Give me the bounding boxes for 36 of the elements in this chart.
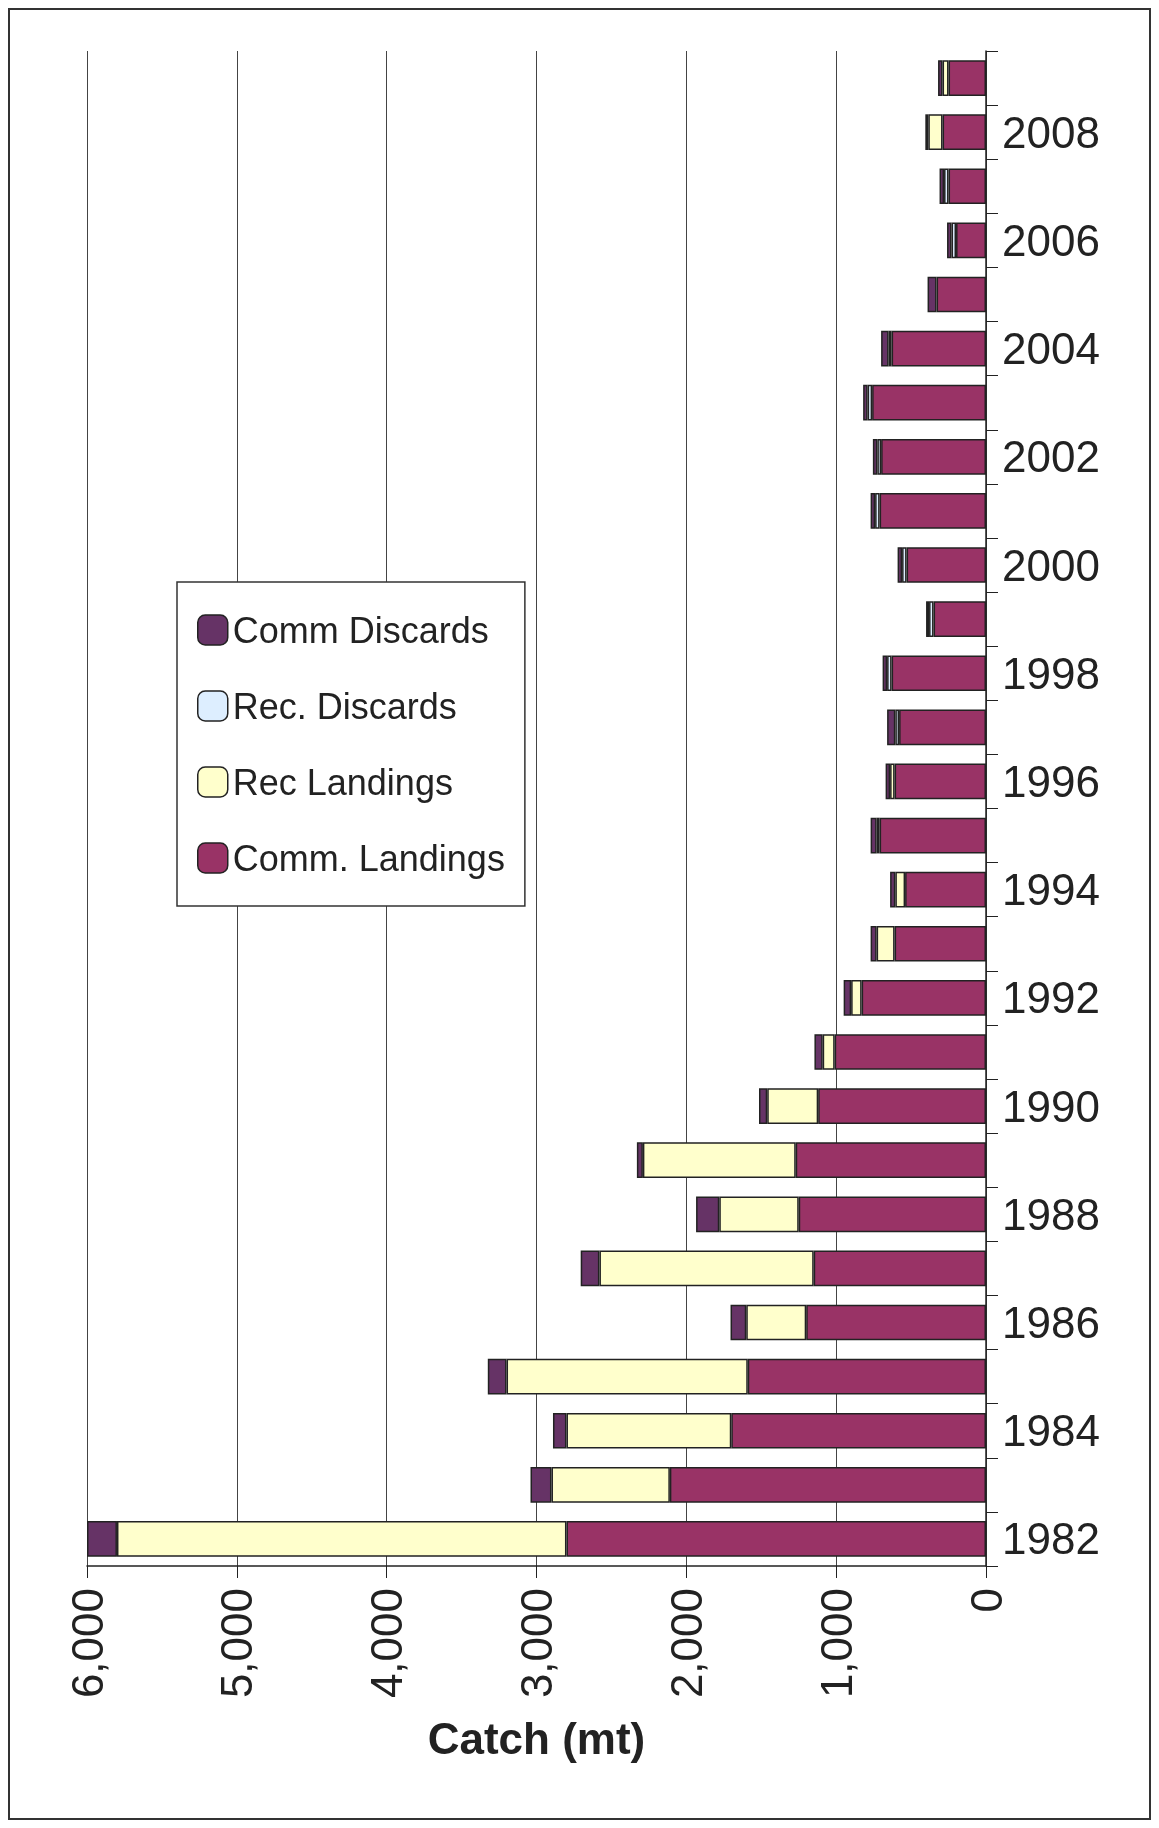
bar <box>939 168 945 205</box>
bar <box>870 493 876 529</box>
bar <box>872 438 878 475</box>
y-tick-label: 1998 <box>1002 648 1100 698</box>
y-tick-label: 1994 <box>1002 865 1100 915</box>
y-tick-label: 2008 <box>1002 107 1100 157</box>
bar <box>870 817 877 854</box>
legend-label: Rec Landings <box>232 761 453 803</box>
y-tick-label: 1988 <box>1002 1189 1100 1239</box>
legend-label: Rec. Discards <box>232 685 457 727</box>
y-tick-label: 2006 <box>1002 215 1100 265</box>
y-tick-label: 1996 <box>1002 756 1100 806</box>
y-tick-label: 2000 <box>1002 540 1100 590</box>
y-tick-label: 1992 <box>1002 973 1100 1023</box>
x-tick-label: 1,000 <box>811 1588 861 1699</box>
x-tick-label: 0 <box>961 1588 1011 1613</box>
y-tick-label: 1990 <box>1002 1081 1100 1131</box>
x-tick-label: 2,000 <box>661 1588 711 1699</box>
bar <box>881 330 889 367</box>
x-tick-label: 5,000 <box>212 1588 262 1699</box>
x-tick-label: 4,000 <box>362 1588 412 1699</box>
y-tick-label: 2002 <box>1002 432 1100 482</box>
x-tick-label: 3,000 <box>512 1588 561 1699</box>
bar <box>882 655 888 692</box>
bar <box>863 384 868 421</box>
x-axis-title: Catch (mt) <box>427 1713 646 1763</box>
bar <box>887 709 896 746</box>
legend-label: Comm Discards <box>232 609 489 651</box>
x-tick-label: 6,000 <box>62 1588 112 1699</box>
legend-label: Comm. Landings <box>232 837 505 879</box>
y-tick-label: 1984 <box>1002 1406 1100 1456</box>
y-tick-label: 1982 <box>1002 1514 1100 1564</box>
y-tick-label: 1986 <box>1002 1298 1100 1348</box>
y-tick-label: 2004 <box>1002 324 1100 374</box>
bar <box>947 222 952 259</box>
bar <box>897 547 903 583</box>
